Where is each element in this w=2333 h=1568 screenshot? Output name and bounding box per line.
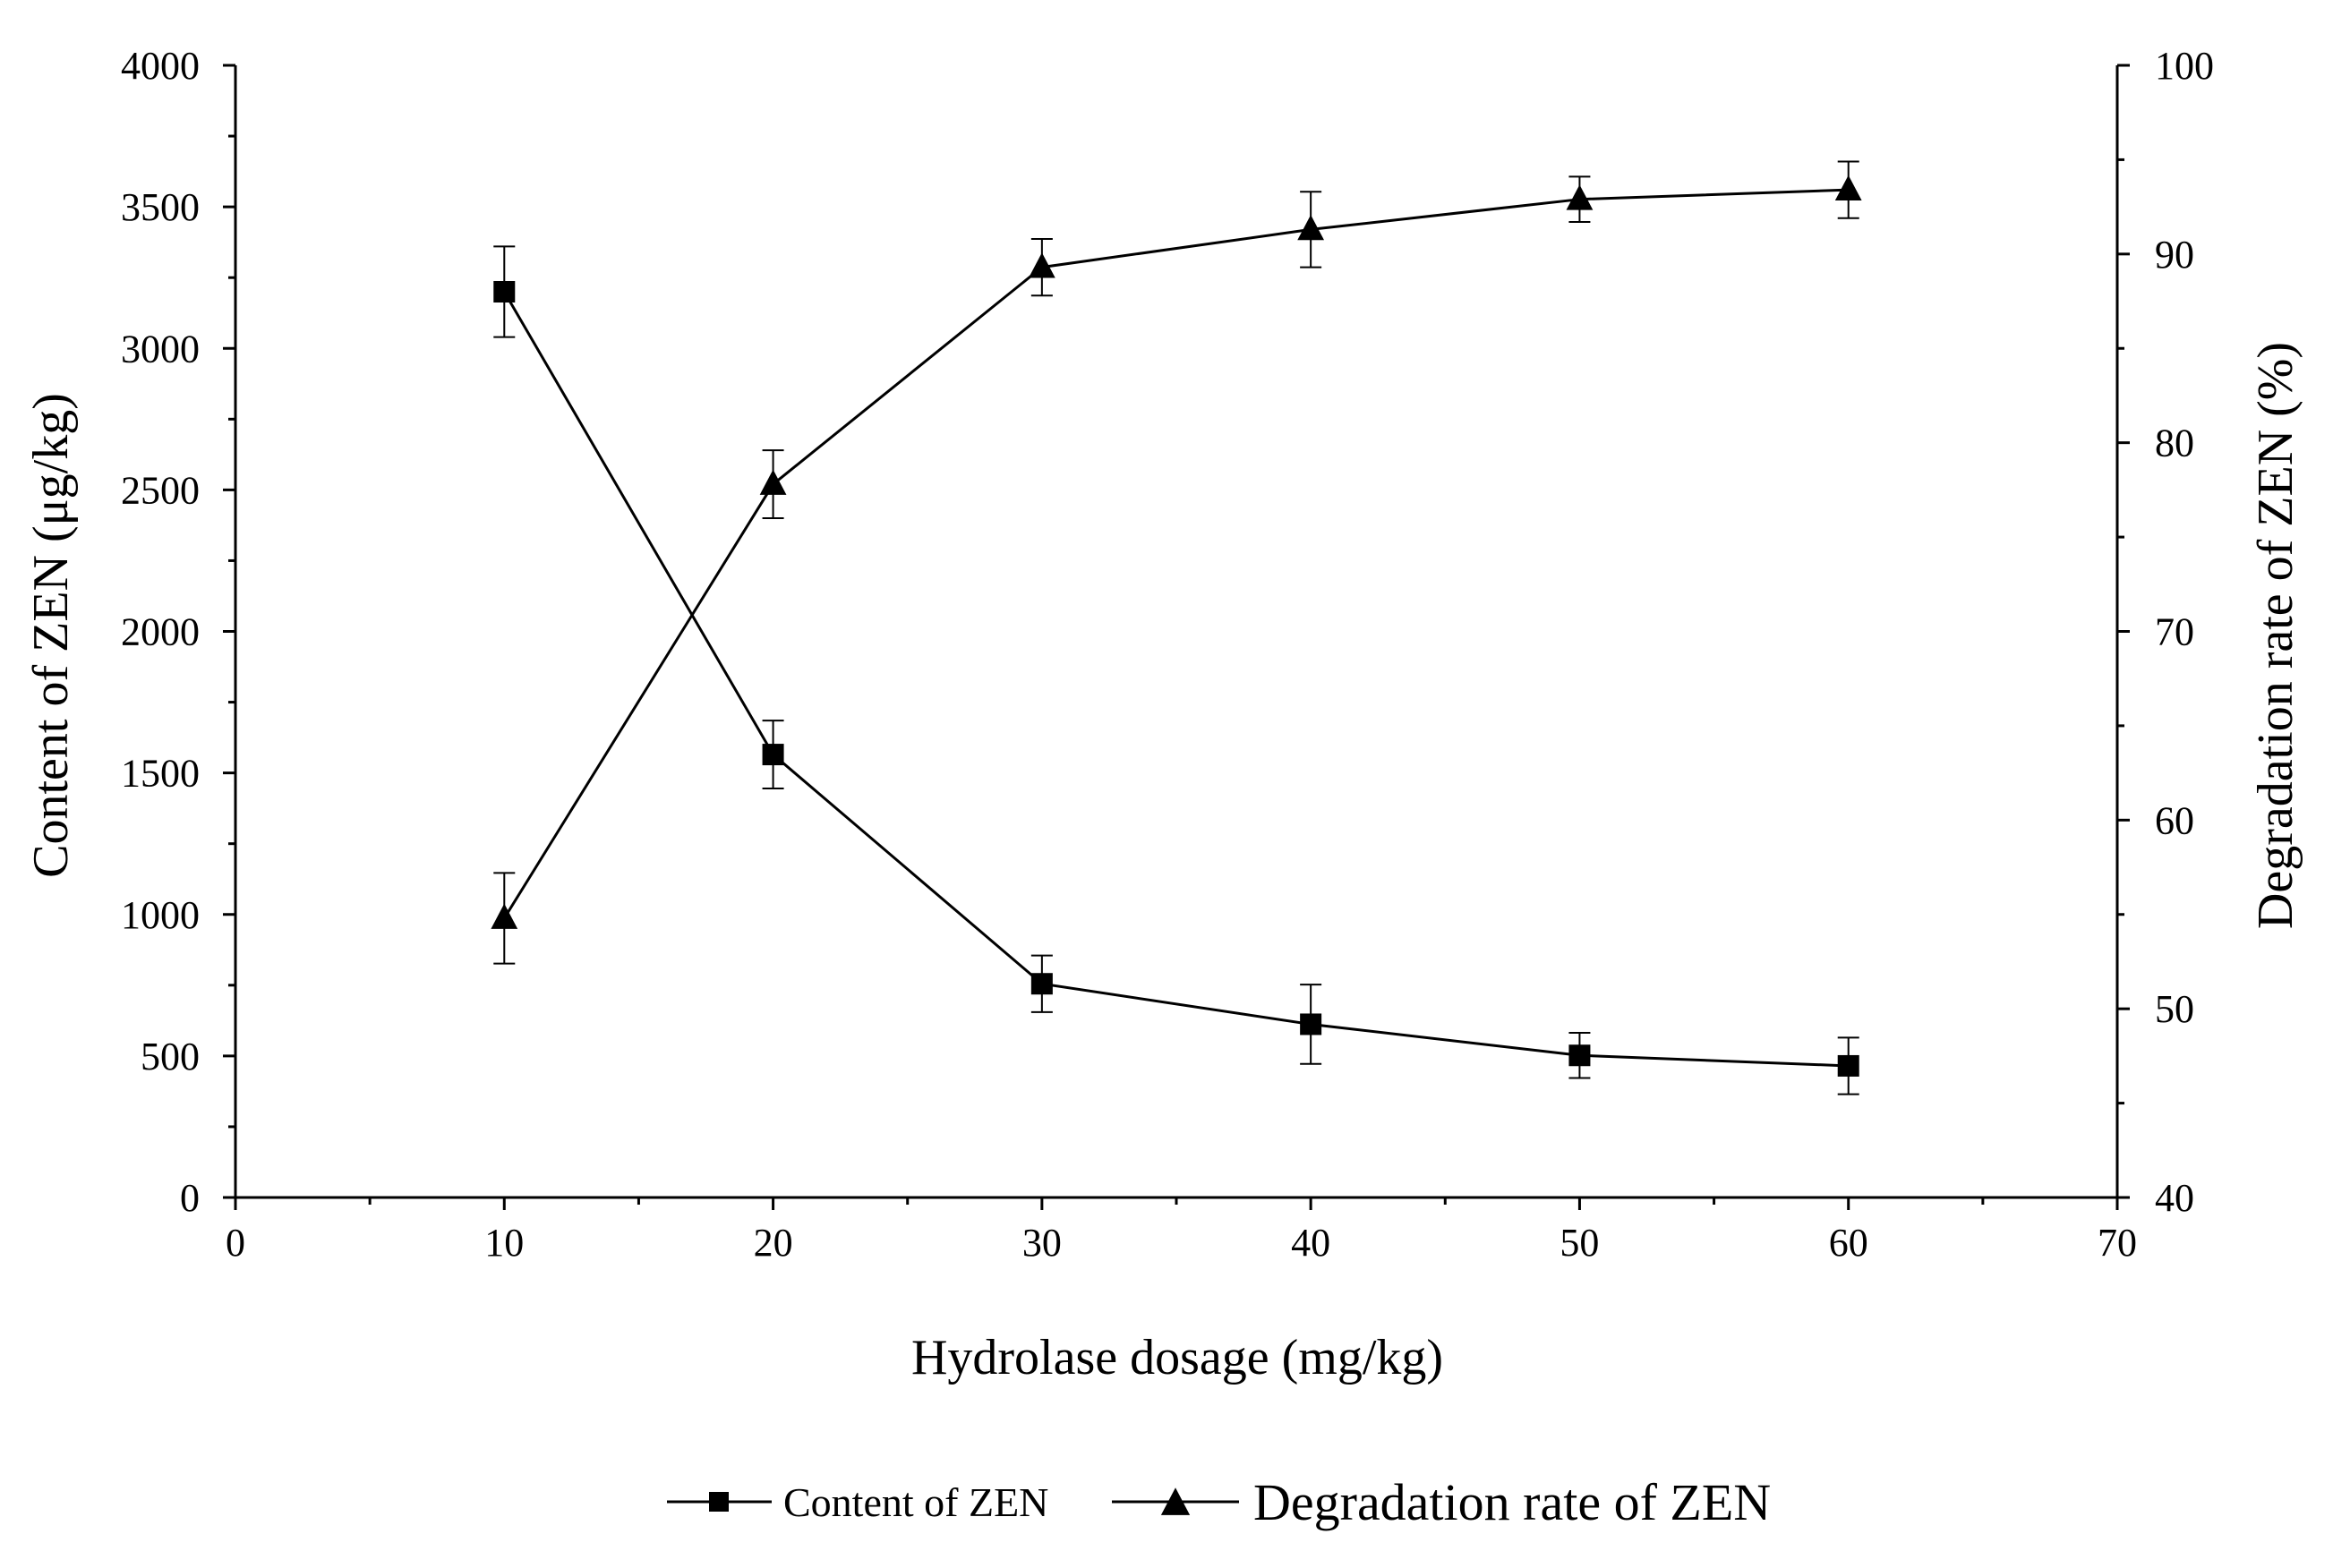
- data-point-content: [1030, 973, 1053, 995]
- y-left-tick-label: 1500: [121, 752, 200, 796]
- legend: Content of ZEN Degradation rate of ZEN: [667, 1473, 1771, 1531]
- ticks: 0 10 20 30 40 50 60 70 0 500 1000 1500 2000 2500 3000 3…: [121, 44, 2214, 1265]
- data-point-content: [1568, 1044, 1591, 1067]
- x-tick-label: 0: [226, 1221, 245, 1265]
- data-point-degradation: [1028, 252, 1055, 278]
- y-left-tick-label: 3000: [121, 327, 200, 371]
- data-point-content: [1300, 1013, 1322, 1035]
- x-tick-label: 70: [2098, 1221, 2137, 1265]
- y-right-tick-label: 90: [2155, 233, 2194, 277]
- data-point-degradation: [1834, 175, 1862, 201]
- y-right-tick-label: 80: [2155, 422, 2194, 465]
- data-point-content: [762, 744, 784, 766]
- legend-marker-degradation: [1160, 1487, 1191, 1515]
- y-left-tick-label: 4000: [121, 44, 200, 88]
- data-point-degradation: [759, 469, 787, 495]
- x-tick-label: 50: [1560, 1221, 1599, 1265]
- y-right-tick-label: 50: [2155, 987, 2194, 1031]
- y-right-tick-label: 100: [2155, 44, 2214, 88]
- series-line-content: [502, 291, 1849, 1068]
- series-layer: [491, 160, 1862, 1095]
- y-left-tick-label: 0: [180, 1176, 200, 1220]
- x-tick-label: 60: [1829, 1221, 1868, 1265]
- y-left-tick-label: 1000: [121, 893, 200, 937]
- legend-marker-content: [709, 1492, 729, 1512]
- x-tick-label: 20: [754, 1221, 793, 1265]
- data-point-content: [1837, 1054, 1859, 1077]
- series-degradation: [491, 160, 1862, 965]
- y-right-tick-label: 70: [2155, 610, 2194, 654]
- series-line-degradation: [503, 188, 1849, 919]
- y-right-tick-label: 60: [2155, 798, 2194, 842]
- data-point-degradation: [491, 903, 518, 929]
- x-axis-title: Hydrolase dosage (mg/kg): [911, 1330, 1443, 1385]
- data-point-content: [493, 281, 516, 303]
- data-point-degradation: [1297, 215, 1325, 241]
- data-point-degradation: [1566, 184, 1594, 210]
- axes: [234, 65, 2119, 1199]
- y-axis-right-title: Degradation rate of ZEN (%): [2248, 342, 2303, 929]
- legend-label-content: Content of ZEN: [783, 1479, 1048, 1525]
- y-left-tick-label: 3500: [121, 185, 200, 229]
- legend-label-degradation: Degradation rate of ZEN: [1253, 1473, 1771, 1531]
- x-tick-label: 10: [484, 1221, 524, 1265]
- y-left-tick-label: 2500: [121, 468, 200, 512]
- y-right-tick-label: 40: [2155, 1176, 2194, 1220]
- x-tick-label: 40: [1291, 1221, 1330, 1265]
- x-tick-label: 30: [1022, 1221, 1062, 1265]
- y-left-tick-label: 500: [141, 1035, 200, 1078]
- series-content: [493, 245, 1859, 1095]
- y-left-tick-label: 2000: [121, 610, 200, 654]
- y-axis-left-title: Content of ZEN (μg/kg): [23, 393, 79, 878]
